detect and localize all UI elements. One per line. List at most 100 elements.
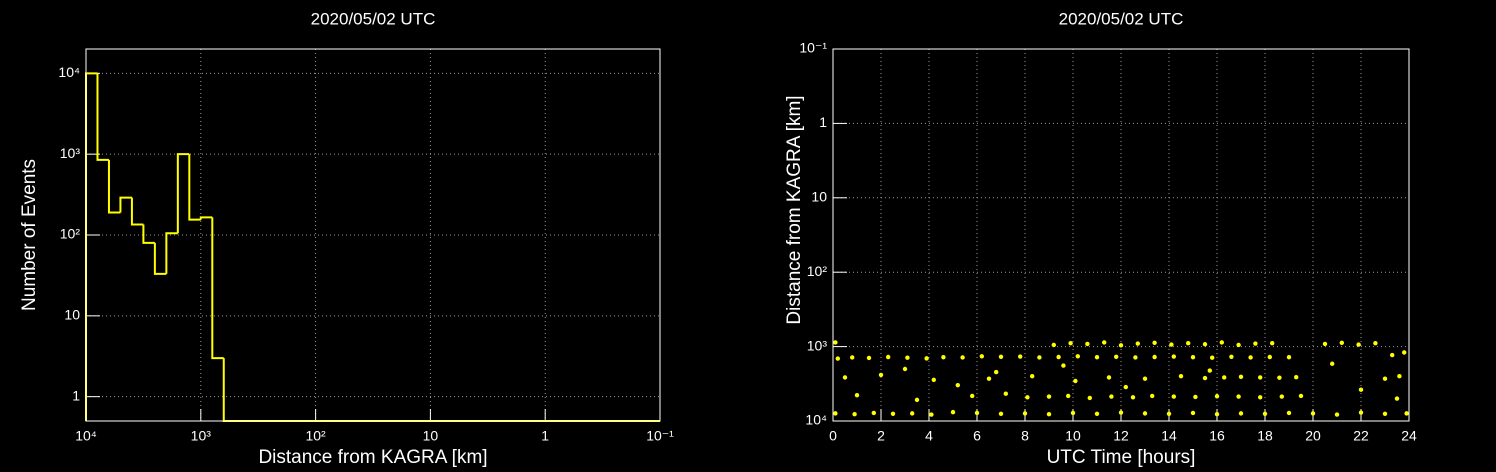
point — [1248, 355, 1253, 360]
point — [1152, 340, 1157, 346]
histogram-bin — [142, 224, 155, 244]
point — [854, 392, 860, 398]
point — [1018, 354, 1023, 359]
histogram-bin — [176, 153, 190, 234]
point — [1402, 350, 1407, 355]
point — [842, 375, 848, 380]
point — [955, 382, 960, 388]
y-axis-title: Number of Events — [19, 159, 40, 311]
point — [878, 372, 884, 378]
point — [1094, 411, 1100, 416]
point — [1238, 411, 1244, 416]
point — [871, 410, 876, 416]
point — [890, 411, 896, 416]
histogram-bin — [199, 216, 213, 220]
point — [1358, 387, 1364, 392]
point — [960, 355, 965, 360]
point — [1118, 410, 1124, 415]
point — [1075, 354, 1081, 359]
x-tick-label: 10² — [305, 428, 326, 444]
point — [1133, 355, 1138, 360]
point — [1373, 340, 1378, 346]
y-tick-label: 10² — [60, 226, 81, 242]
x-tick-label: 10³ — [191, 428, 212, 444]
x-tick-label: 0 — [829, 428, 837, 444]
point — [1258, 375, 1263, 380]
y-tick-label: 10³ — [60, 145, 81, 161]
point — [1358, 410, 1364, 415]
point — [1003, 391, 1008, 396]
y-tick-label: 10² — [807, 263, 828, 279]
point — [1068, 340, 1073, 346]
point — [1404, 411, 1409, 416]
point — [1202, 375, 1208, 381]
x-tick-label: 12 — [1113, 428, 1129, 444]
point — [1046, 411, 1052, 417]
point — [1066, 393, 1071, 399]
point — [998, 354, 1004, 359]
histogram-bin — [85, 72, 98, 421]
point — [1022, 411, 1028, 416]
point — [910, 411, 915, 416]
plot-frame — [85, 48, 661, 422]
point — [929, 412, 934, 417]
point — [1286, 410, 1292, 416]
point — [905, 355, 910, 360]
x-tick-label: 10 — [1065, 428, 1081, 444]
x-tick-label: 6 — [973, 428, 981, 444]
point — [1222, 375, 1227, 380]
histogram-bin — [130, 197, 144, 226]
point — [1070, 410, 1076, 416]
x-tick-label: 10 — [423, 428, 439, 444]
point — [1279, 394, 1285, 399]
point — [924, 356, 929, 361]
point — [1186, 340, 1191, 346]
point — [1109, 394, 1114, 399]
point — [970, 393, 975, 399]
x-tick-label: 20 — [1305, 428, 1321, 444]
chart-title: 2020/05/02 UTC — [1059, 9, 1184, 28]
point — [1258, 395, 1263, 400]
point — [1214, 394, 1220, 399]
point — [1171, 354, 1177, 359]
point — [1238, 374, 1244, 380]
y-tick-label: 10 — [64, 307, 80, 323]
point — [1202, 342, 1208, 347]
point — [1061, 363, 1066, 368]
point — [1310, 411, 1316, 416]
point — [1087, 395, 1093, 401]
point — [1056, 354, 1061, 360]
y-tick-label: 10⁻¹ — [799, 40, 827, 56]
point — [1169, 342, 1174, 347]
point — [1270, 340, 1275, 346]
point — [835, 356, 840, 361]
point — [1397, 374, 1402, 379]
point — [1190, 410, 1196, 416]
point — [1123, 384, 1129, 390]
point — [1277, 375, 1282, 380]
point — [1073, 378, 1078, 384]
chart-title: 2020/05/02 UTC — [311, 9, 436, 28]
y-axis-title: Distance from KAGRA [km] — [784, 95, 805, 324]
point — [1152, 354, 1157, 360]
x-tick-label: 18 — [1257, 428, 1273, 444]
x-tick-label: 2 — [877, 428, 885, 444]
x-axis-title: Distance from KAGRA [km] — [258, 447, 487, 468]
point — [1390, 352, 1395, 358]
point — [1286, 355, 1292, 360]
y-tick-label: 10⁴ — [58, 64, 80, 80]
histogram-bin — [96, 73, 109, 161]
point — [1394, 396, 1400, 401]
x-tick-label: 24 — [1401, 428, 1417, 444]
point — [998, 411, 1004, 416]
x-tick-label: 16 — [1209, 428, 1225, 444]
point — [902, 366, 908, 372]
point — [1229, 354, 1234, 359]
x-tick-label: 10⁻¹ — [646, 428, 674, 444]
x-tick-label: 14 — [1161, 428, 1177, 444]
point — [1037, 355, 1042, 360]
y-tick-label: 1 — [72, 387, 80, 403]
point — [1356, 342, 1361, 347]
point — [850, 355, 855, 360]
